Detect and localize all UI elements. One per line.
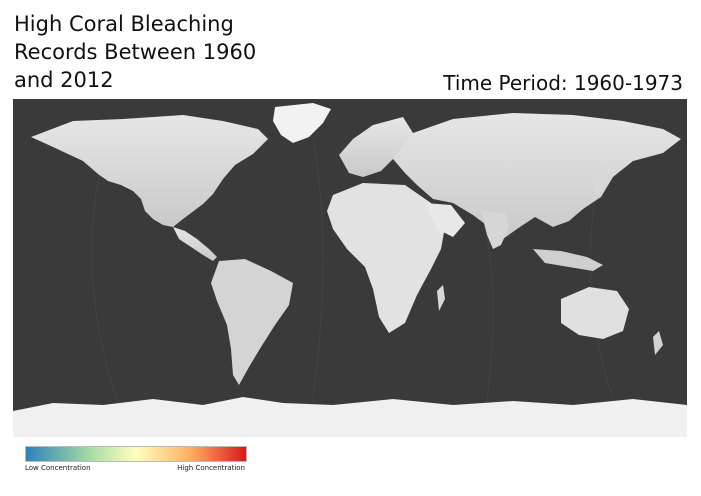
asia bbox=[393, 113, 681, 239]
south-america bbox=[211, 259, 293, 385]
greenland bbox=[273, 103, 331, 143]
north-america bbox=[31, 115, 268, 227]
world-map-svg bbox=[13, 99, 687, 437]
time-period-label: Time Period: 1960-1973 bbox=[443, 71, 683, 95]
legend: Low Concentration High Concentration bbox=[25, 446, 247, 478]
legend-high-label: High Concentration bbox=[177, 464, 245, 472]
central-america bbox=[173, 227, 217, 261]
antarctica bbox=[13, 397, 687, 437]
world-map bbox=[13, 99, 687, 437]
legend-color-ramp bbox=[25, 446, 247, 462]
madagascar bbox=[437, 285, 445, 311]
india bbox=[481, 211, 509, 249]
new-zealand bbox=[653, 331, 663, 355]
japan bbox=[593, 165, 607, 195]
arabian-peninsula bbox=[425, 203, 465, 237]
map-title: High Coral Bleaching Records Between 196… bbox=[14, 10, 314, 94]
title-line-3: and 2012 bbox=[14, 68, 114, 92]
legend-labels: Low Concentration High Concentration bbox=[25, 464, 245, 478]
title-line-2: Records Between 1960 bbox=[14, 40, 257, 64]
legend-low-label: Low Concentration bbox=[25, 464, 91, 472]
title-line-1: High Coral Bleaching bbox=[14, 12, 234, 36]
africa bbox=[327, 183, 445, 333]
australia bbox=[561, 287, 629, 339]
indonesia bbox=[533, 249, 603, 271]
europe bbox=[339, 117, 413, 177]
